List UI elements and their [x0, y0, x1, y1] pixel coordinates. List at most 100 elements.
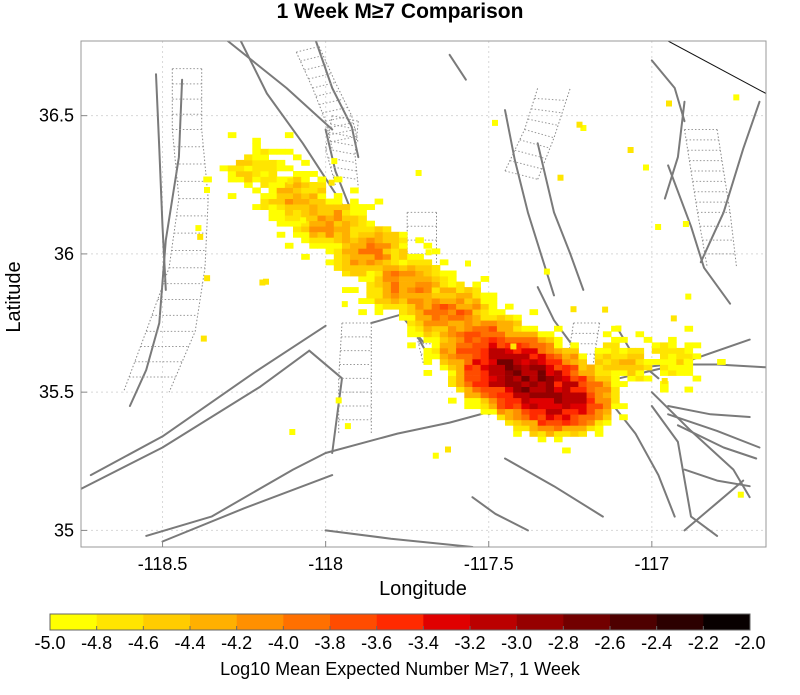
- heatmap-cell: [374, 259, 384, 266]
- heatmap-cell: [717, 359, 726, 365]
- heatmap-cell: [317, 176, 327, 183]
- heatmap-cell: [676, 353, 685, 360]
- heatmap-cell: [537, 331, 547, 338]
- heatmap-cell: [350, 270, 359, 277]
- heatmap-cell: [252, 176, 261, 183]
- heatmap-cell: [350, 265, 359, 271]
- heatmap-cell: [399, 276, 408, 282]
- heatmap-cell: [399, 242, 408, 249]
- heatmap-cell: [415, 298, 424, 304]
- heatmap-cell: [204, 187, 210, 193]
- heatmap-cell: [480, 375, 490, 382]
- heatmap-cell: [456, 336, 465, 343]
- heatmap-cell: [562, 386, 571, 393]
- heatmap-cell: [570, 375, 579, 382]
- heatmap-cell: [252, 165, 261, 172]
- heatmap-cell: [635, 359, 645, 365]
- heatmap-cell: [602, 359, 612, 365]
- heatmap-cell: [268, 198, 278, 205]
- heatmap-cell: [602, 364, 612, 371]
- heatmap-cell: [480, 303, 490, 310]
- heatmap-cell: [488, 364, 498, 371]
- heatmap-cell: [586, 403, 596, 410]
- heatmap-cell: [627, 370, 636, 376]
- heatmap-cell: [529, 309, 539, 316]
- heatmap-cell: [317, 187, 327, 194]
- heatmap-cell: [670, 315, 677, 322]
- heatmap-cell: [488, 397, 498, 404]
- heatmap-cell: [204, 275, 211, 282]
- heatmap-cell: [445, 446, 451, 453]
- y-tick-label: 36.5: [39, 106, 74, 126]
- heatmap-cell: [456, 353, 465, 360]
- heatmap-cell: [293, 198, 302, 205]
- heatmap-cell: [488, 403, 498, 410]
- heatmap-cell: [366, 276, 375, 282]
- fault-line: [128, 78, 184, 407]
- heatmap-cell: [374, 303, 384, 310]
- heatmap-cell: [464, 287, 473, 293]
- heatmap-cell: [366, 220, 375, 227]
- heatmap-cell: [342, 209, 351, 216]
- heatmap-cell: [333, 253, 343, 260]
- heatmap-cell: [480, 347, 490, 354]
- heatmap-cell: [252, 204, 261, 210]
- heatmap-cell: [423, 292, 433, 299]
- heatmap-cell: [300, 217, 307, 224]
- heatmap-cell: [456, 381, 465, 387]
- heatmap-cell: [576, 121, 583, 128]
- heatmap-cell: [570, 353, 579, 360]
- heatmap-cell: [309, 198, 318, 205]
- heatmap-cell: [415, 314, 424, 321]
- heatmap-cell: [578, 414, 587, 421]
- heatmap-cell: [439, 342, 449, 349]
- heatmap-cell: [543, 268, 550, 275]
- heatmap-cell: [505, 325, 514, 332]
- heatmap-cell: [431, 270, 441, 277]
- heatmap-cell: [578, 353, 587, 360]
- heatmap-cell: [554, 342, 563, 349]
- heatmap-cell: [578, 364, 587, 371]
- heatmap-cell: [448, 336, 457, 343]
- heatmap-cell: [570, 386, 579, 393]
- heatmap-cell: [570, 397, 579, 404]
- heatmap-cell: [366, 248, 375, 255]
- heatmap-cell: [464, 292, 473, 299]
- heatmap-cell: [537, 436, 547, 443]
- heatmap-cell: [439, 292, 449, 299]
- heatmap-cell: [366, 242, 375, 249]
- heatmap-cell: [276, 198, 286, 205]
- heatmap-cell: [480, 386, 490, 393]
- heatmap-cell: [293, 182, 302, 188]
- y-axis-label: Latitude: [3, 261, 25, 332]
- heatmap-cell: [496, 336, 506, 343]
- heatmap-cell: [643, 359, 653, 365]
- heatmap-cell: [374, 231, 384, 238]
- heatmap-cell: [293, 176, 302, 183]
- heatmap-cell: [301, 237, 310, 244]
- heatmap-cell: [374, 292, 384, 299]
- colorbar-tick-label: -3.2: [454, 633, 485, 653]
- heatmap-cell: [537, 370, 547, 376]
- heatmap-cell: [407, 253, 416, 260]
- heatmap-cell: [276, 148, 286, 155]
- heatmap-cell: [342, 220, 351, 227]
- colorbar-tick-label: -5.0: [34, 633, 65, 653]
- heatmap-cell: [619, 347, 628, 354]
- heatmap-cell: [660, 370, 669, 376]
- heatmap-cell: [390, 303, 400, 310]
- heatmap-cell: [496, 414, 506, 421]
- heatmap-cell: [545, 370, 555, 376]
- heatmap-cell: [366, 226, 375, 233]
- heatmap-cell: [390, 259, 400, 266]
- heatmap-cell: [301, 226, 310, 233]
- heatmap-cell: [342, 204, 351, 210]
- heatmap-cell: [496, 314, 506, 321]
- heatmap-cell: [521, 403, 530, 410]
- heatmap-cell: [448, 375, 457, 382]
- heatmap-cell: [472, 298, 481, 304]
- heatmap-cell: [505, 392, 514, 399]
- heatmap-cell: [399, 259, 408, 266]
- heatmap-cell: [472, 320, 481, 327]
- heatmap-cell: [496, 347, 506, 354]
